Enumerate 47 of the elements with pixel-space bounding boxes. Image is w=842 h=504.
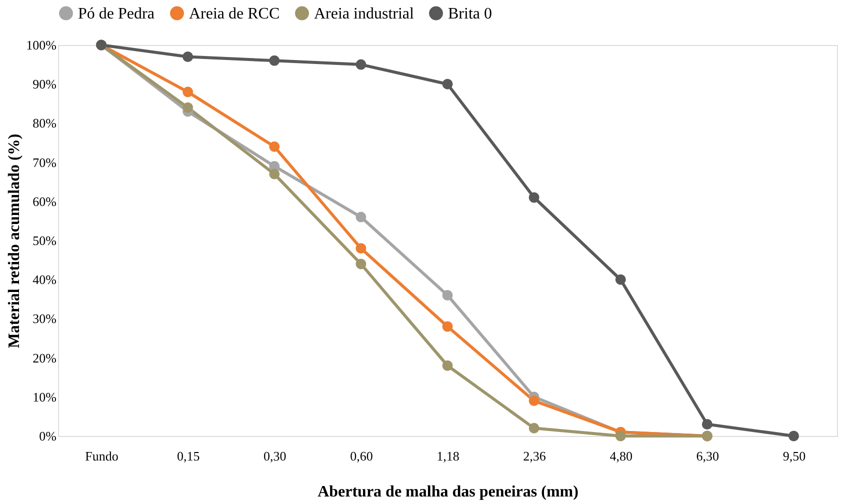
point (356, 243, 366, 254)
x-tick-label: 2,36 (523, 448, 546, 464)
point (269, 141, 280, 152)
y-tick-label: 20% (32, 350, 57, 366)
point (528, 422, 540, 434)
x-tick-label: 0,60 (350, 448, 373, 464)
point (702, 419, 712, 430)
point (442, 78, 453, 90)
y-tick-label: 50% (32, 233, 57, 248)
y-tick-label: 80% (32, 116, 57, 131)
point (788, 430, 799, 442)
y-tick-label: 100% (26, 38, 57, 52)
y-tick-label: 0% (39, 428, 57, 444)
point (528, 192, 540, 203)
legend-label: Areia de RCC (189, 5, 280, 22)
point (356, 59, 366, 70)
y-axis-title: Material retido acumulado (%) (6, 134, 24, 348)
x-tick-label: 0,15 (176, 448, 200, 464)
legend-label: Areia industrial (314, 5, 415, 22)
y-tick-label: 40% (32, 272, 57, 288)
point (528, 396, 540, 406)
point (182, 86, 194, 98)
x-axis-title: Abertura de malha das peneiras (mm) (318, 484, 578, 500)
point (182, 51, 194, 62)
x-tick-label: 1,18 (436, 448, 460, 464)
legend-label: Pó de Pedra (78, 5, 154, 22)
y-tick-label: 10% (32, 389, 57, 404)
x-tick-label: 0,30 (264, 448, 286, 464)
point (442, 290, 453, 300)
point (442, 360, 453, 371)
point (269, 168, 280, 180)
point (442, 321, 453, 332)
point (269, 55, 280, 66)
x-tick-label: 9,50 (782, 448, 806, 464)
x-tick-label: Fundo (85, 448, 118, 464)
legend-label: Brita 0 (448, 5, 492, 22)
y-tick-label: 60% (32, 194, 57, 209)
y-tick-label: 90% (32, 76, 57, 92)
y-tick-label: 70% (32, 154, 57, 170)
x-tick-label: 6,30 (696, 448, 720, 464)
point (615, 430, 626, 442)
y-tick-label: 30% (32, 311, 57, 326)
point (356, 212, 366, 222)
point (615, 274, 626, 285)
point (182, 102, 194, 113)
point (356, 258, 366, 270)
x-tick-label: 4,80 (610, 448, 632, 464)
